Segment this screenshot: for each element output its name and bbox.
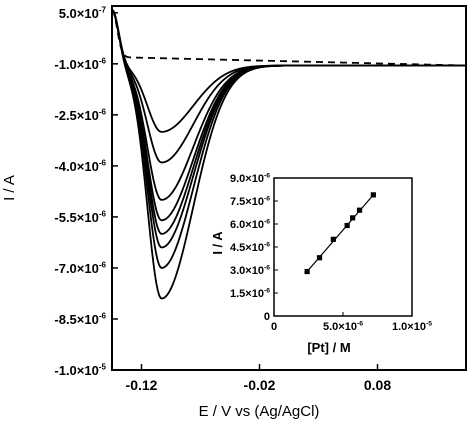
inset-x-tick-label: 1.0×10-5 — [392, 320, 432, 333]
inset-data-point — [356, 207, 363, 213]
x-tick-label: -0.02 — [244, 377, 276, 393]
y-tick-label: -1.0×10-6 — [54, 56, 106, 71]
inset-x-tick-label: 5.0×10-6 — [323, 320, 363, 333]
inset-y-axis-label: I / A — [210, 231, 225, 255]
inset-data-point — [370, 192, 376, 198]
series-line — [111, 8, 466, 133]
y-tick-label: -8.5×10-6 — [54, 312, 106, 327]
inset-data-point — [316, 255, 323, 261]
y-tick-label: -2.5×10-6 — [54, 107, 106, 122]
inset-background — [214, 168, 460, 364]
series-line — [111, 8, 467, 67]
y-tick-label: 5.0×10-7 — [59, 5, 107, 20]
y-tick-label: -4.0×10-6 — [54, 158, 106, 173]
inset-y-tick-label: 0 — [264, 311, 270, 323]
inset-x-axis-label: [Pt] / M — [307, 340, 350, 355]
y-axis-label: I / A — [1, 175, 18, 201]
inset-data-point — [350, 215, 356, 221]
inset-y-tick-label: 1.5×10-6 — [230, 287, 270, 300]
x-tick-label: -0.12 — [126, 377, 158, 393]
series-line — [111, 8, 466, 164]
inset-y-tick-label: 9.0×10-6 — [230, 172, 270, 185]
inset-data-point — [344, 222, 350, 229]
inset-chart: 0 1.5×10-6 3.0×10-6 4.5×10-6 6.0×10-6 7.5×10-… — [210, 168, 460, 364]
series-line — [111, 9, 466, 300]
main-chart: 5.0×10-7 -1.0×10-6 -2.5×10-6 -4.0×10-6 -5.5×… — [1, 5, 467, 420]
x-axis-label: E / V vs (Ag/AgCl) — [199, 403, 320, 420]
plot-frame — [111, 5, 467, 371]
inset-y-tick-label: 4.5×10-6 — [230, 241, 270, 254]
inset-y-tick-label: 6.0×10-6 — [230, 218, 270, 231]
x-tick-label: 0.08 — [364, 377, 391, 393]
inset-data-point — [304, 268, 310, 275]
inset-y-tick-label: 3.0×10-6 — [230, 264, 270, 277]
inset-y-tick-label: 7.5×10-6 — [230, 195, 270, 208]
y-tick-label: -7.0×10-6 — [54, 260, 106, 275]
inset-data-point — [330, 236, 336, 242]
y-tick-label: -5.5×10-6 — [54, 209, 106, 224]
inset-x-tick-label: 0 — [271, 321, 277, 333]
y-tick-label: -1.0×10-5 — [54, 363, 106, 378]
